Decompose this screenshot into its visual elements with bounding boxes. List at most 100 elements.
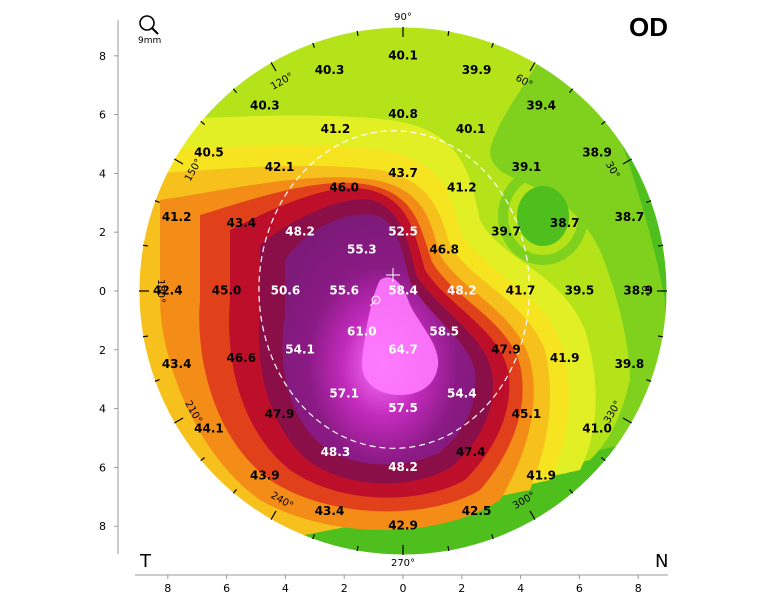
power-value: 41.9 bbox=[550, 351, 580, 365]
power-value: 45.1 bbox=[512, 407, 542, 421]
x-tick-label: 2 bbox=[458, 582, 465, 595]
power-value: 48.3 bbox=[321, 445, 351, 459]
angle-tick bbox=[356, 545, 359, 552]
power-value: 40.1 bbox=[388, 48, 418, 62]
y-tick-label: 6 bbox=[99, 461, 106, 474]
angle-tick bbox=[154, 379, 160, 382]
power-value: 44.1 bbox=[194, 422, 224, 436]
y-tick-label: 4 bbox=[99, 403, 106, 416]
angle-tick bbox=[601, 120, 606, 125]
angle-tick bbox=[491, 42, 494, 48]
angle-label: 90° bbox=[394, 12, 412, 23]
angle-tick bbox=[646, 379, 652, 382]
power-value: 43.4 bbox=[162, 357, 192, 371]
power-value: 42.1 bbox=[265, 160, 295, 174]
power-value: 40.5 bbox=[194, 145, 224, 159]
power-value: 45.0 bbox=[212, 284, 242, 298]
x-tick-label: 6 bbox=[576, 582, 583, 595]
x-tick-label: 8 bbox=[164, 582, 171, 595]
angle-tick bbox=[154, 200, 160, 203]
power-value: 47.9 bbox=[265, 407, 295, 421]
y-tick-label: 6 bbox=[99, 109, 106, 122]
angle-tick bbox=[312, 534, 315, 540]
x-tick-label: 0 bbox=[400, 582, 407, 595]
angle-tick bbox=[646, 200, 652, 203]
y-tick-label: 8 bbox=[99, 520, 106, 533]
angle-tick bbox=[142, 335, 149, 338]
angle-tick bbox=[356, 30, 359, 37]
power-value: 38.9 bbox=[582, 145, 612, 159]
power-value: 41.2 bbox=[321, 122, 351, 136]
power-value: 39.7 bbox=[491, 225, 521, 239]
angle-label: 180° bbox=[155, 279, 166, 303]
angle-tick bbox=[200, 457, 205, 462]
power-value: 46.8 bbox=[429, 242, 459, 256]
power-value: 46.6 bbox=[226, 351, 256, 365]
power-value: 43.4 bbox=[315, 504, 345, 518]
angle-tick bbox=[529, 62, 536, 72]
flat-spot-halo bbox=[498, 167, 588, 265]
power-value: 39.8 bbox=[615, 357, 645, 371]
power-value: 39.1 bbox=[512, 160, 542, 174]
power-value: 43.4 bbox=[226, 216, 256, 230]
axes: 8 6 4 2 0 2 4 6 8 8 6 4 2 0 2 4 6 8 bbox=[99, 20, 668, 595]
zoom-label: 9mm bbox=[138, 36, 162, 46]
angle-tick bbox=[270, 510, 277, 520]
zoom-button[interactable]: 9mm bbox=[138, 14, 164, 48]
temporal-label: T bbox=[140, 551, 151, 572]
power-value: 46.0 bbox=[329, 181, 359, 195]
power-value: 38.9 bbox=[623, 284, 653, 298]
x-tick-label: 4 bbox=[282, 582, 289, 595]
power-value: 54.1 bbox=[285, 342, 315, 356]
angle-tick bbox=[232, 489, 237, 494]
power-value: 48.2 bbox=[285, 225, 315, 239]
angle-tick bbox=[142, 244, 149, 247]
power-value: 42.9 bbox=[388, 519, 418, 533]
power-value: 48.2 bbox=[388, 460, 418, 474]
angle-tick bbox=[312, 42, 315, 48]
power-value: 58.4 bbox=[388, 284, 418, 298]
power-value: 40.8 bbox=[388, 107, 418, 121]
angle-tick bbox=[447, 545, 450, 552]
power-value: 39.9 bbox=[462, 63, 492, 77]
power-value: 41.2 bbox=[447, 181, 477, 195]
angle-tick bbox=[657, 335, 664, 338]
power-value: 41.2 bbox=[162, 210, 192, 224]
angle-tick bbox=[657, 244, 664, 247]
power-value: 41.9 bbox=[526, 469, 556, 483]
power-value: 50.6 bbox=[271, 284, 301, 298]
y-tick-label: 4 bbox=[99, 167, 106, 180]
power-value: 40.3 bbox=[250, 98, 280, 112]
power-value: 58.5 bbox=[429, 325, 459, 339]
power-value: 61.0 bbox=[347, 325, 377, 339]
magnifier-icon bbox=[139, 15, 159, 35]
power-value: 41.7 bbox=[506, 284, 536, 298]
angle-tick bbox=[529, 510, 536, 520]
topography-disc bbox=[139, 27, 667, 555]
power-value: 55.3 bbox=[347, 242, 377, 256]
vertex-marker bbox=[369, 295, 381, 307]
nasal-label: N bbox=[655, 551, 669, 572]
angle-tick bbox=[569, 489, 574, 494]
power-value: 64.7 bbox=[388, 342, 418, 356]
flat-spot bbox=[517, 186, 569, 246]
power-value: 47.9 bbox=[491, 342, 521, 356]
angle-tick bbox=[232, 88, 237, 93]
power-value: 57.5 bbox=[388, 401, 418, 415]
angle-tick bbox=[447, 30, 450, 37]
angle-tick bbox=[174, 158, 184, 165]
pupil-center-marker bbox=[386, 268, 400, 282]
x-tick-label: 4 bbox=[517, 582, 524, 595]
angle-tick bbox=[601, 457, 606, 462]
band-peak bbox=[361, 277, 439, 395]
y-tick-label: 8 bbox=[99, 50, 106, 63]
angle-tick bbox=[270, 62, 277, 72]
power-value: 42.5 bbox=[462, 504, 492, 518]
x-tick-label: 6 bbox=[223, 582, 230, 595]
angle-tick bbox=[622, 158, 632, 165]
power-value: 38.7 bbox=[550, 216, 580, 230]
angle-label: 270° bbox=[391, 558, 415, 569]
angle-tick bbox=[491, 534, 494, 540]
power-value: 55.6 bbox=[329, 284, 359, 298]
power-value: 40.3 bbox=[315, 63, 345, 77]
